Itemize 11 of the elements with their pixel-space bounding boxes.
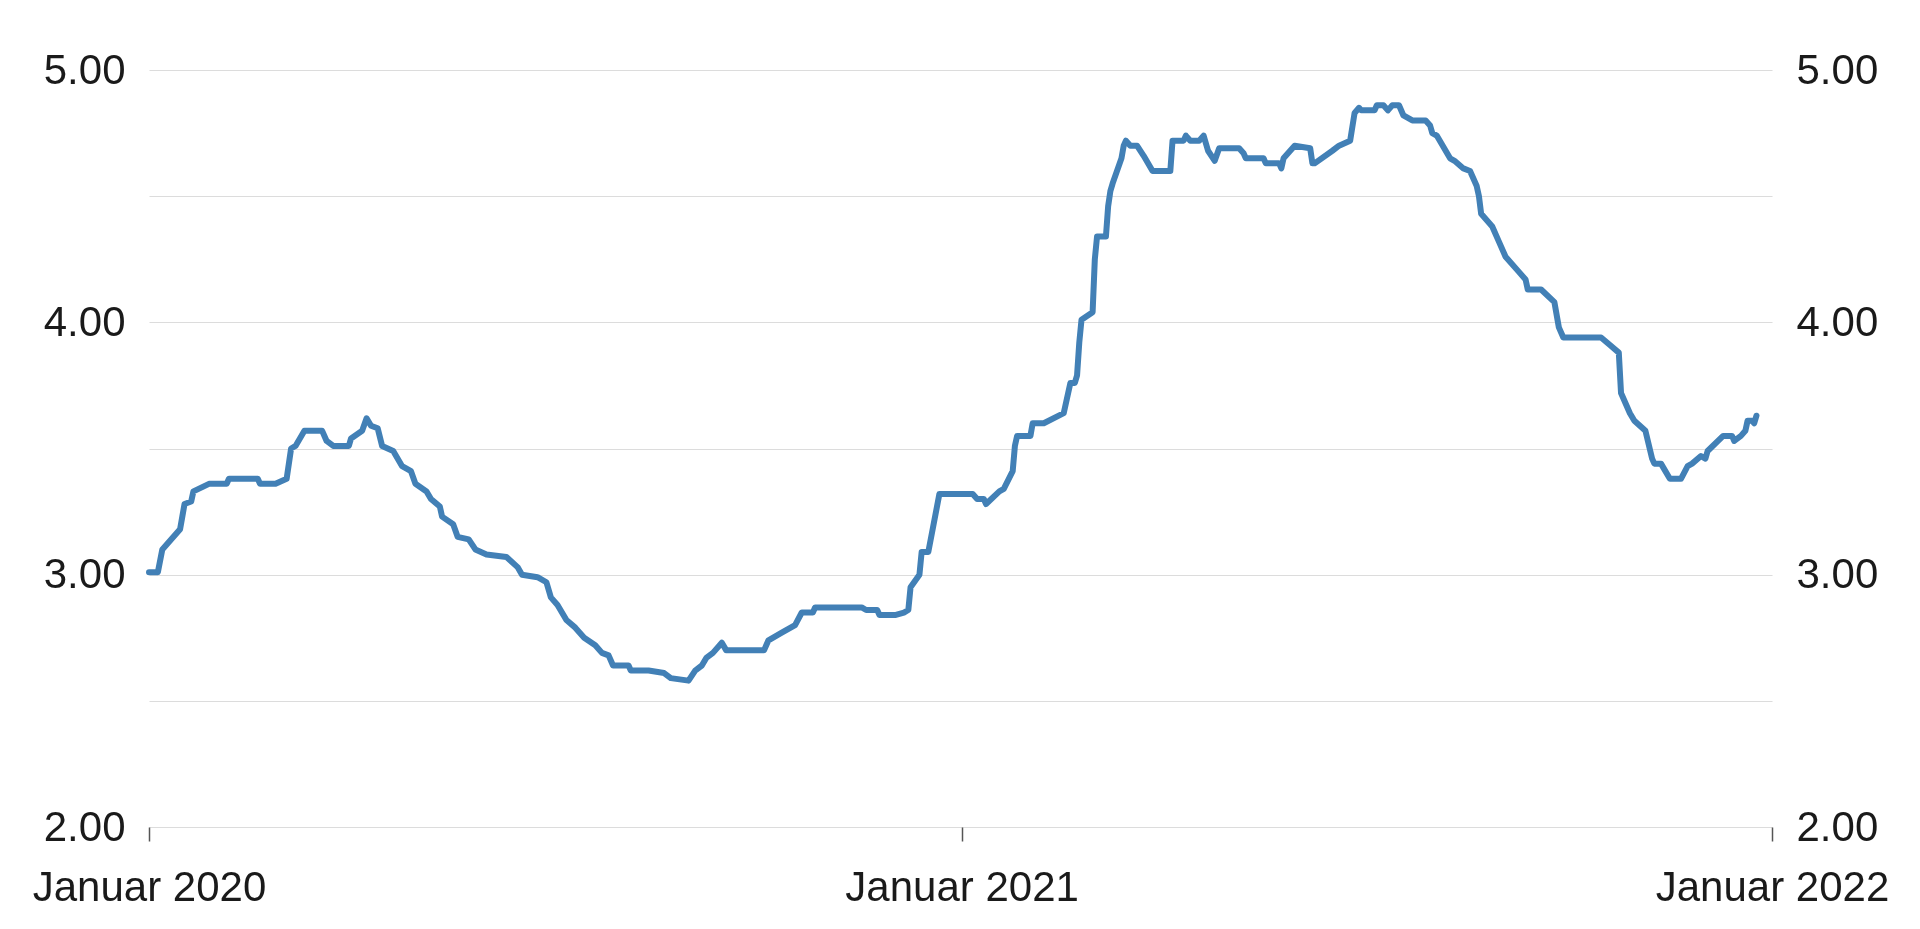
x-tick-label: Januar 2020 <box>32 862 267 910</box>
y-tick-label: 5.00 <box>43 45 126 93</box>
y2-tick-label: 5.00 <box>1796 45 1879 93</box>
y-tick-label: 4.00 <box>43 297 126 345</box>
x-tick-label: Januar 2022 <box>1655 862 1890 910</box>
y-tick-label: 3.00 <box>43 550 126 598</box>
y2-tick-label: 2.00 <box>1796 802 1879 850</box>
x-tick-label: Januar 2021 <box>845 862 1079 910</box>
y2-tick-label: 3.00 <box>1796 550 1879 598</box>
y-tick-label: 2.00 <box>43 802 126 850</box>
y2-tick-label: 4.00 <box>1796 297 1879 345</box>
